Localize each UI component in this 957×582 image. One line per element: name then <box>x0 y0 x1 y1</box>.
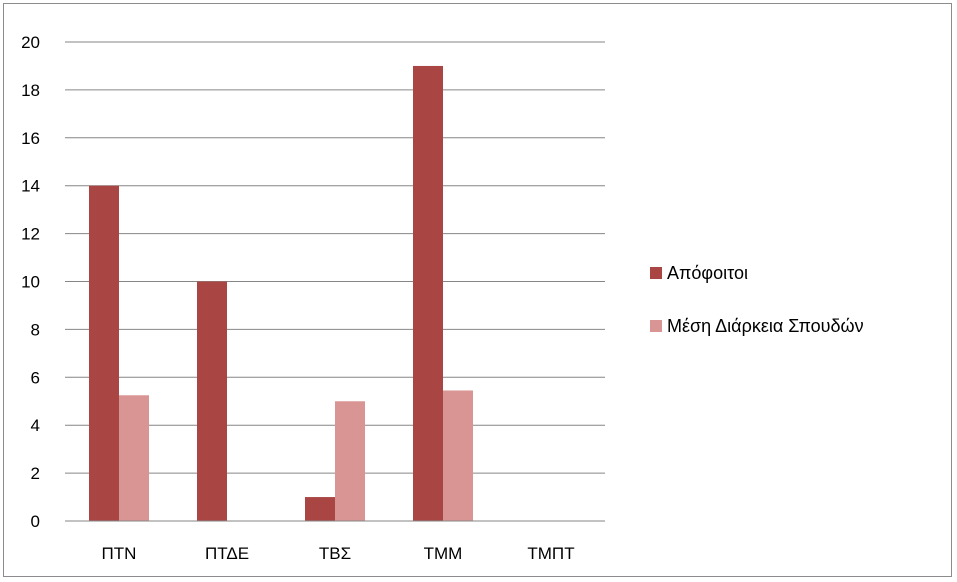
y-tick-label: 10 <box>21 273 40 292</box>
y-tick-label: 16 <box>21 129 40 148</box>
bar-mesi-diarkeia <box>335 401 365 521</box>
y-tick-label: 4 <box>31 416 40 435</box>
legend-swatch <box>650 320 662 332</box>
bar-apofoitoi <box>305 497 335 521</box>
legend: Απόφοιτοι Μέση Διάρκεια Σπουδών <box>650 263 864 336</box>
y-axis-tick-labels: 0 2 4 6 8 10 12 14 16 18 20 <box>21 33 40 531</box>
y-tick-label: 2 <box>31 464 40 483</box>
y-tick-label: 12 <box>21 225 40 244</box>
x-tick-label: ΤΒΣ <box>319 544 351 563</box>
chart-frame <box>3 3 952 577</box>
legend-swatch <box>650 267 662 279</box>
x-tick-label: ΠΤΔΕ <box>205 544 249 563</box>
bar-apofoitoi <box>89 185 119 521</box>
y-tick-label: 18 <box>21 81 40 100</box>
x-axis-tick-labels: ΠΤΝ ΠΤΔΕ ΤΒΣ ΤΜΜ ΤΜΠΤ <box>102 544 575 563</box>
bars <box>89 65 473 521</box>
y-tick-label: 8 <box>31 320 40 339</box>
y-tick-label: 0 <box>31 512 40 531</box>
bar-apofoitoi <box>413 65 443 521</box>
bar-mesi-diarkeia <box>119 395 149 521</box>
y-tick-label: 20 <box>21 33 40 52</box>
y-tick-label: 14 <box>21 177 40 196</box>
x-tick-label: ΤΜΜ <box>424 544 463 563</box>
x-tick-label: ΠΤΝ <box>102 544 137 563</box>
legend-label: Απόφοιτοι <box>667 263 748 283</box>
bar-apofoitoi <box>197 281 227 521</box>
gridlines <box>65 41 605 474</box>
y-tick-label: 6 <box>31 368 40 387</box>
x-tick-label: ΤΜΠΤ <box>527 544 574 563</box>
legend-label: Μέση Διάρκεια Σπουδών <box>667 316 864 336</box>
bar-mesi-diarkeia <box>443 390 473 521</box>
